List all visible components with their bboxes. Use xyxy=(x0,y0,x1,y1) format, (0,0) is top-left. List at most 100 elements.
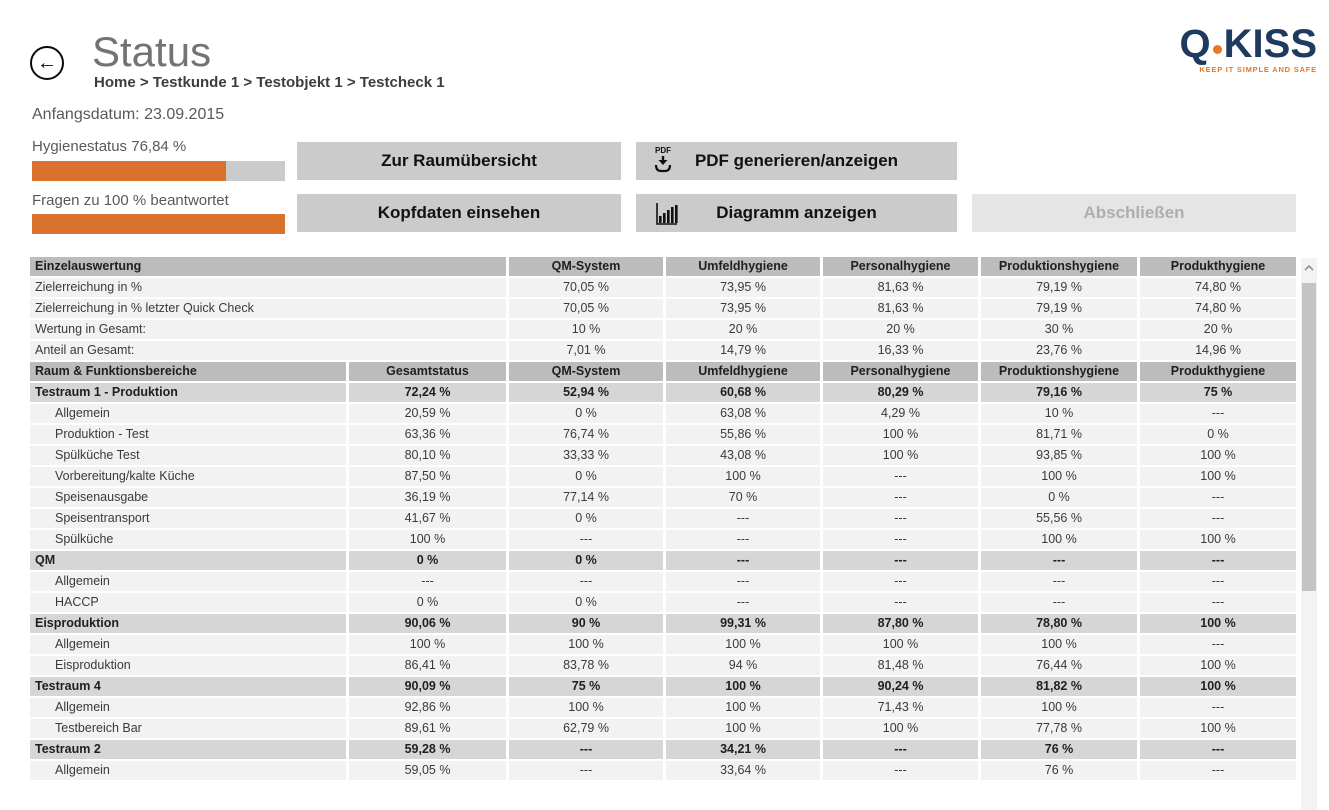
row-value: --- xyxy=(349,572,506,591)
row-value: 34,21 % xyxy=(666,740,820,759)
row-value: 52,94 % xyxy=(509,383,663,402)
row-value: --- xyxy=(981,551,1137,570)
row-label: Testraum 1 - Produktion xyxy=(30,383,346,402)
row-label: Allgemein xyxy=(30,635,346,654)
row-label: Allgemein xyxy=(30,698,346,717)
row-value: --- xyxy=(509,572,663,591)
row-value: 63,36 % xyxy=(349,425,506,444)
row-value: --- xyxy=(1140,404,1296,423)
page-title: Status xyxy=(92,28,212,75)
row-label: Allgemein xyxy=(30,404,346,423)
logo-kiss: KISS xyxy=(1223,22,1317,66)
row-value: 0 % xyxy=(1140,425,1296,444)
row-value: 83,78 % xyxy=(509,656,663,675)
breadcrumb[interactable]: Home > Testkunde 1 > Testobjekt 1 > Test… xyxy=(94,74,445,91)
column-header: Personalhygiene xyxy=(823,362,978,381)
pdf-icon-label: PDF xyxy=(655,146,671,155)
hygiene-status-label: Hygienestatus 76,84 % xyxy=(32,138,187,155)
head-data-button[interactable]: Kopfdaten einsehen xyxy=(297,194,621,232)
row-value: 0 % xyxy=(981,488,1137,507)
row-value: 80,10 % xyxy=(349,446,506,465)
row-value: 0 % xyxy=(509,551,663,570)
scroll-up-icon[interactable] xyxy=(1301,258,1317,278)
row-value: 76,74 % xyxy=(509,425,663,444)
row-value: --- xyxy=(509,740,663,759)
row-label: Eisproduktion xyxy=(30,656,346,675)
logo-q: Q xyxy=(1179,22,1211,66)
row-value: --- xyxy=(823,467,978,486)
row-value: 100 % xyxy=(823,446,978,465)
diagram-show-button[interactable]: Diagramm anzeigen xyxy=(636,194,957,232)
row-value: --- xyxy=(823,488,978,507)
row-value: 81,63 % xyxy=(823,299,978,318)
row-value: 100 % xyxy=(1140,719,1296,738)
row-value: 93,85 % xyxy=(981,446,1137,465)
vertical-scrollbar[interactable] xyxy=(1301,258,1317,810)
row-value: --- xyxy=(1140,635,1296,654)
row-value: --- xyxy=(1140,488,1296,507)
row-value: 100 % xyxy=(823,719,978,738)
row-label: Zielerreichung in % xyxy=(30,278,506,297)
row-value: 90 % xyxy=(509,614,663,633)
row-value: 33,64 % xyxy=(666,761,820,780)
row-label: Eisproduktion xyxy=(30,614,346,633)
pdf-generate-label: PDF generieren/anzeigen xyxy=(694,151,899,170)
row-value: 100 % xyxy=(1140,467,1296,486)
row-value: --- xyxy=(823,593,978,612)
questions-progress-fill xyxy=(32,214,285,234)
row-label: Speisenausgabe xyxy=(30,488,346,507)
row-value: 100 % xyxy=(666,698,820,717)
row-value: 100 % xyxy=(509,635,663,654)
row-value: 59,05 % xyxy=(349,761,506,780)
row-value: 100 % xyxy=(981,467,1137,486)
row-label: QM xyxy=(30,551,346,570)
row-value: --- xyxy=(666,593,820,612)
row-value: 100 % xyxy=(1140,614,1296,633)
row-label: Anteil an Gesamt: xyxy=(30,341,506,360)
row-value: 4,29 % xyxy=(823,404,978,423)
row-value: 100 % xyxy=(1140,446,1296,465)
back-button[interactable]: ← xyxy=(30,46,64,80)
row-value: --- xyxy=(981,572,1137,591)
row-value: 75 % xyxy=(1140,383,1296,402)
row-value: 7,01 % xyxy=(509,341,663,360)
row-value: 0 % xyxy=(509,404,663,423)
questions-answered-label: Fragen zu 100 % beantwortet xyxy=(32,192,229,209)
row-value: 100 % xyxy=(823,635,978,654)
scrollbar-thumb[interactable] xyxy=(1302,283,1316,591)
room-overview-button[interactable]: Zur Raumübersicht xyxy=(297,142,621,180)
row-value: 90,09 % xyxy=(349,677,506,696)
row-value: 75 % xyxy=(509,677,663,696)
column-header: Produktionshygiene xyxy=(981,257,1137,276)
row-value: 100 % xyxy=(349,530,506,549)
row-value: 100 % xyxy=(981,530,1137,549)
row-value: 76,44 % xyxy=(981,656,1137,675)
row-label: Produktion - Test xyxy=(30,425,346,444)
row-value: 14,96 % xyxy=(1140,341,1296,360)
row-value: --- xyxy=(981,593,1137,612)
row-label: Allgemein xyxy=(30,761,346,780)
row-value: 99,31 % xyxy=(666,614,820,633)
row-value: 63,08 % xyxy=(666,404,820,423)
row-value: 100 % xyxy=(666,677,820,696)
row-value: 76 % xyxy=(981,740,1137,759)
row-label: Testraum 4 xyxy=(30,677,346,696)
row-value: 36,19 % xyxy=(349,488,506,507)
row-value: 87,50 % xyxy=(349,467,506,486)
row-value: --- xyxy=(666,551,820,570)
row-value: 30 % xyxy=(981,320,1137,339)
row-value: --- xyxy=(1140,761,1296,780)
row-value: 87,80 % xyxy=(823,614,978,633)
column-header: Umfeldhygiene xyxy=(666,362,820,381)
pdf-generate-button[interactable]: PDF PDF generieren/anzeigen xyxy=(636,142,957,180)
row-value: 81,48 % xyxy=(823,656,978,675)
finish-button[interactable]: Abschließen xyxy=(972,194,1296,232)
row-value: 74,80 % xyxy=(1140,299,1296,318)
row-value: 92,86 % xyxy=(349,698,506,717)
row-value: --- xyxy=(666,572,820,591)
row-value: 100 % xyxy=(666,719,820,738)
row-value: --- xyxy=(1140,593,1296,612)
row-value: 62,79 % xyxy=(509,719,663,738)
row-value: 79,16 % xyxy=(981,383,1137,402)
row-value: 16,33 % xyxy=(823,341,978,360)
